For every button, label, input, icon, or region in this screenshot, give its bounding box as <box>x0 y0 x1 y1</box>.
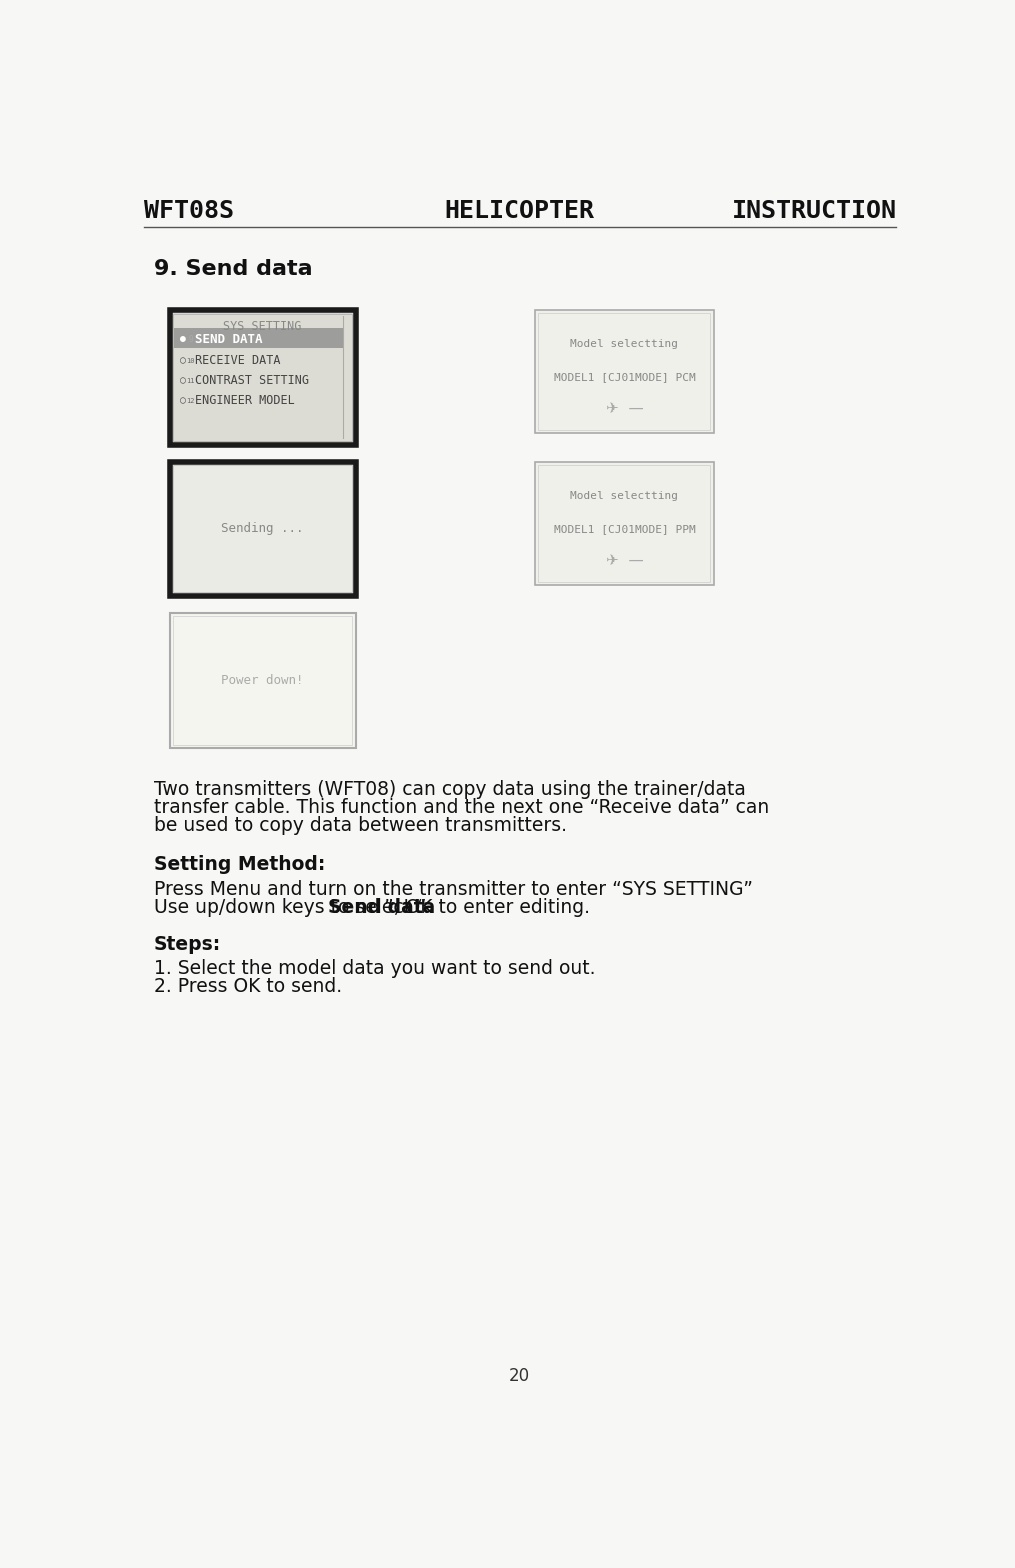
Bar <box>174 314 351 441</box>
Bar <box>535 310 714 433</box>
Text: Send data: Send data <box>328 898 435 917</box>
Text: 11: 11 <box>187 378 195 384</box>
Text: 2. Press OK to send.: 2. Press OK to send. <box>154 977 342 996</box>
Bar <box>538 314 710 430</box>
Text: Steps:: Steps: <box>154 935 221 953</box>
Text: HELICOPTER: HELICOPTER <box>445 199 595 223</box>
Text: Model selectting: Model selectting <box>570 491 678 502</box>
Text: ✈  —: ✈ — <box>606 552 644 568</box>
Text: ”, OK to enter editing.: ”, OK to enter editing. <box>385 898 591 917</box>
Text: Setting Method:: Setting Method: <box>154 855 326 873</box>
Text: 1. Select the model data you want to send out.: 1. Select the model data you want to sen… <box>154 960 596 978</box>
Text: ✈  —: ✈ — <box>606 401 644 416</box>
Text: transfer cable. This function and the next one “Receive data” can: transfer cable. This function and the ne… <box>154 798 769 817</box>
Bar <box>174 466 351 593</box>
Text: SYS SETTING: SYS SETTING <box>223 320 301 334</box>
Text: RECEIVE DATA: RECEIVE DATA <box>195 354 280 367</box>
Text: ●: ● <box>181 334 186 343</box>
Text: ENGINEER MODEL: ENGINEER MODEL <box>195 394 294 408</box>
Text: WFT08S: WFT08S <box>144 199 233 223</box>
Text: ○: ○ <box>181 395 186 406</box>
Bar <box>170 613 355 748</box>
Text: ○: ○ <box>181 356 186 365</box>
Text: SEND DATA: SEND DATA <box>195 332 263 345</box>
Text: 20: 20 <box>510 1366 531 1385</box>
Text: Sending ...: Sending ... <box>221 522 303 535</box>
Bar <box>170 461 355 596</box>
Text: CONTRAST SETTING: CONTRAST SETTING <box>195 375 310 387</box>
Text: MODEL1 [CJ01MODE] PPM: MODEL1 [CJ01MODE] PPM <box>553 524 695 535</box>
Text: 9: 9 <box>188 334 193 343</box>
Text: INSTRUCTION: INSTRUCTION <box>732 199 896 223</box>
Text: Press Menu and turn on the transmitter to enter “SYS SETTING”: Press Menu and turn on the transmitter t… <box>154 880 753 900</box>
Text: be used to copy data between transmitters.: be used to copy data between transmitter… <box>154 815 567 834</box>
Text: 9. Send data: 9. Send data <box>154 259 313 279</box>
Bar <box>175 328 343 348</box>
Text: Power down!: Power down! <box>221 674 303 687</box>
Text: Use up/down keys to select “: Use up/down keys to select “ <box>154 898 426 917</box>
Text: Model selectting: Model selectting <box>570 339 678 350</box>
Bar <box>173 616 352 745</box>
Bar <box>170 310 355 445</box>
Text: ○: ○ <box>181 376 186 386</box>
Text: 12: 12 <box>187 398 195 403</box>
Bar <box>535 461 714 585</box>
Bar <box>538 464 710 582</box>
Text: MODEL1 [CJ01MODE] PCM: MODEL1 [CJ01MODE] PCM <box>553 373 695 383</box>
Text: 10: 10 <box>187 358 195 364</box>
Text: Two transmitters (WFT08) can copy data using the trainer/data: Two transmitters (WFT08) can copy data u… <box>154 781 746 800</box>
